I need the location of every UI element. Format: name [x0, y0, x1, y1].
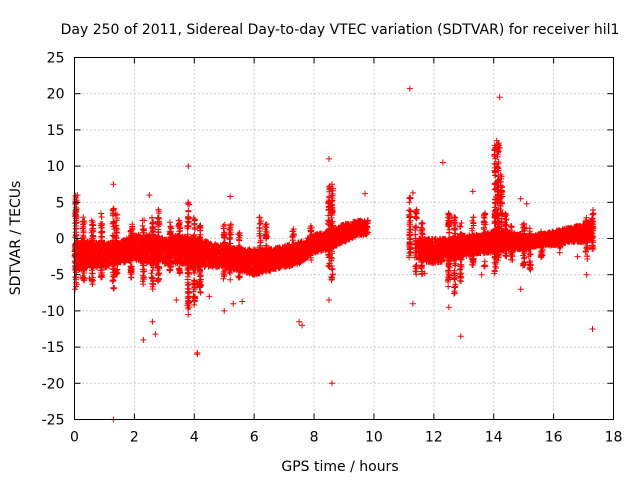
sdtvar-outlier-point — [457, 333, 464, 340]
sdtvar-spike-points — [72, 140, 597, 312]
x-tick-labels: 0 2 4 6 8 10 12 14 16 18 — [70, 430, 622, 446]
sdtvar-outlier-point — [406, 85, 413, 92]
sdtvar-outlier-point — [227, 193, 234, 200]
sdtvar-outlier-point — [296, 318, 303, 325]
sdtvar-outlier-point — [149, 318, 156, 325]
data-points — [71, 85, 597, 423]
sdtvar-outlier-point — [362, 190, 368, 197]
sdtvar-outlier-point — [173, 297, 180, 303]
y-tick-label: 5 — [56, 195, 65, 211]
sdtvar-outlier-point — [409, 300, 416, 307]
sdtvar-outlier-point — [260, 250, 267, 256]
chart-title: Day 250 of 2011, Sidereal Day-to-day VTE… — [61, 22, 620, 38]
sdtvar-outlier-point — [439, 159, 446, 166]
x-tick-label: 14 — [485, 430, 503, 446]
y-tick-label: 20 — [47, 87, 65, 103]
sdtvar-outlier-point — [98, 271, 105, 278]
y-tick-label: -25 — [42, 413, 65, 429]
sdtvar-outlier-point — [496, 94, 503, 101]
sdtvar-outlier-point — [421, 270, 428, 277]
sdtvar-outlier-point — [478, 271, 485, 278]
sdtvar-outlier-point — [574, 253, 581, 260]
sdtvar-outlier-point — [469, 188, 476, 195]
x-tick-label: 18 — [605, 430, 623, 446]
sdtvar-outlier-point — [329, 181, 335, 188]
sdtvar-outlier-point — [326, 155, 332, 162]
x-tick-label: 2 — [130, 430, 139, 446]
y-tick-label: -15 — [42, 340, 65, 356]
x-axis-label: GPS time / hours — [281, 459, 398, 475]
sdtvar-outlier-point — [221, 307, 228, 314]
y-axis-label: SDTVAR / TECUs — [8, 181, 24, 296]
y-tick-label: 15 — [47, 123, 65, 139]
sdtvar-outlier-point — [365, 217, 371, 224]
y-tick-labels: -25 -20 -15 -10 -5 0 5 10 15 20 25 — [42, 51, 65, 429]
sdtvar-outlier-point — [140, 336, 147, 343]
sdtvar-outlier-point — [74, 192, 81, 199]
y-tick-label: -5 — [51, 268, 65, 284]
sdtvar-outlier-point — [146, 192, 153, 199]
sdtvar-outlier-point — [185, 311, 192, 318]
sdtvar-outlier-point — [194, 351, 201, 358]
y-tick-label: 10 — [47, 159, 65, 175]
sdtvar-outlier-point — [496, 145, 503, 151]
x-tick-label: 16 — [545, 430, 563, 446]
x-tick-label: 6 — [250, 430, 259, 446]
sdtvar-outlier-point — [86, 275, 93, 282]
x-tick-label: 8 — [310, 430, 319, 446]
sdtvar-outlier-point — [185, 199, 192, 206]
sdtvar-outlier-point — [517, 286, 524, 293]
sdtvar-outlier-point — [499, 210, 506, 217]
sdtvar-outlier-point — [523, 200, 530, 207]
sdtvar-outlier-point — [206, 293, 213, 300]
plot-frame — [74, 57, 614, 420]
sdtvar-outlier-point — [583, 271, 590, 278]
sdtvar-outlier-point — [409, 189, 416, 196]
sdtvar-outlier-point — [230, 300, 237, 307]
sdtvar-outlier-point — [239, 298, 246, 305]
sdtvar-outlier-point — [152, 331, 159, 338]
sdtvar-outlier-point — [589, 326, 596, 332]
y-tick-label: 25 — [47, 51, 65, 67]
y-tick-label: -20 — [42, 376, 65, 392]
x-tick-label: 12 — [425, 430, 443, 446]
sdtvar-outlier-point — [329, 380, 335, 387]
x-tick-label: 10 — [365, 430, 383, 446]
x-tick-label: 0 — [70, 430, 79, 446]
y-tick-label: -10 — [42, 304, 65, 320]
sdtvar-outlier-point — [326, 297, 332, 303]
sdtvar-outlier-point — [299, 322, 306, 329]
sdtvar-outlier-point — [445, 304, 452, 311]
x-tick-label: 4 — [190, 430, 199, 446]
sdtvar-outlier-point — [493, 137, 500, 144]
y-tick-label: 0 — [56, 232, 65, 248]
sdtvar-outlier-point — [185, 163, 192, 170]
sdtvar-outlier-point — [517, 195, 524, 202]
sdtvar-outlier-point — [110, 181, 117, 188]
